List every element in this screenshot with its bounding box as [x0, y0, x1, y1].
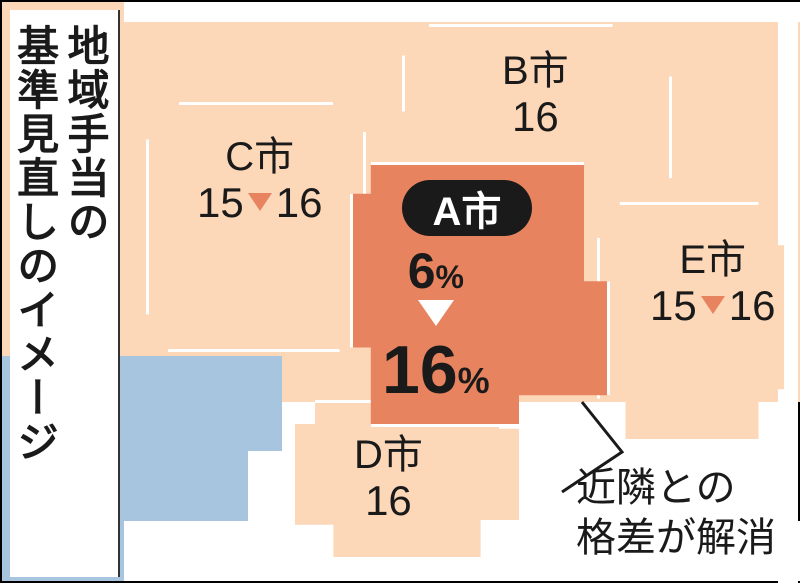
- city-e-new: 16: [729, 282, 776, 329]
- city-d-name: D市: [354, 422, 423, 480]
- background-white-top: [124, 2, 800, 22]
- callout-line2: 格差が解消: [576, 513, 776, 563]
- percent-unit: %: [436, 259, 464, 295]
- title-column: 地域手当の 基準見直しのイメージ: [10, 10, 120, 577]
- city-d-label: D市 16: [354, 422, 423, 522]
- callout-line1: 近隣との: [576, 463, 776, 513]
- city-e-values: 1516: [650, 285, 775, 327]
- city-c-old: 15: [197, 179, 244, 226]
- city-e-old: 15: [650, 282, 697, 329]
- city-e-name: E市: [650, 227, 775, 285]
- city-a-pill: A市: [402, 180, 532, 236]
- city-b-name: B市: [502, 38, 569, 96]
- city-a-old: 6: [408, 243, 436, 299]
- city-c-values: 1516: [197, 182, 322, 224]
- arrow-down-icon: [701, 296, 725, 314]
- city-a-values: 6% 16%: [382, 242, 490, 409]
- diagram-container: C市 1516 B市 16 E市 1516 D市 16 A市 6% 16%: [0, 0, 800, 583]
- city-c-name: C市: [197, 124, 322, 182]
- city-a-arrow-row: [382, 300, 490, 331]
- arrow-down-icon: [248, 193, 272, 211]
- arrow-down-icon: [418, 300, 454, 326]
- city-c-new: 16: [276, 179, 323, 226]
- city-b-value: 16: [502, 96, 569, 138]
- title-line1: 地域手当の: [60, 24, 110, 563]
- city-a-old-row: 6%: [382, 242, 490, 300]
- city-e-label: E市 1516: [650, 227, 775, 327]
- city-a-name: A市: [433, 179, 502, 237]
- city-c-label: C市 1516: [197, 124, 322, 224]
- city-a-new-row: 16%: [382, 331, 490, 409]
- city-d-value: 16: [354, 480, 423, 522]
- percent-unit: %: [458, 360, 490, 401]
- city-b-label: B市 16: [502, 38, 569, 138]
- city-a-new: 16: [382, 332, 458, 408]
- callout-text: 近隣との 格差が解消: [576, 463, 776, 563]
- title-line2: 基準見直しのイメージ: [9, 24, 59, 563]
